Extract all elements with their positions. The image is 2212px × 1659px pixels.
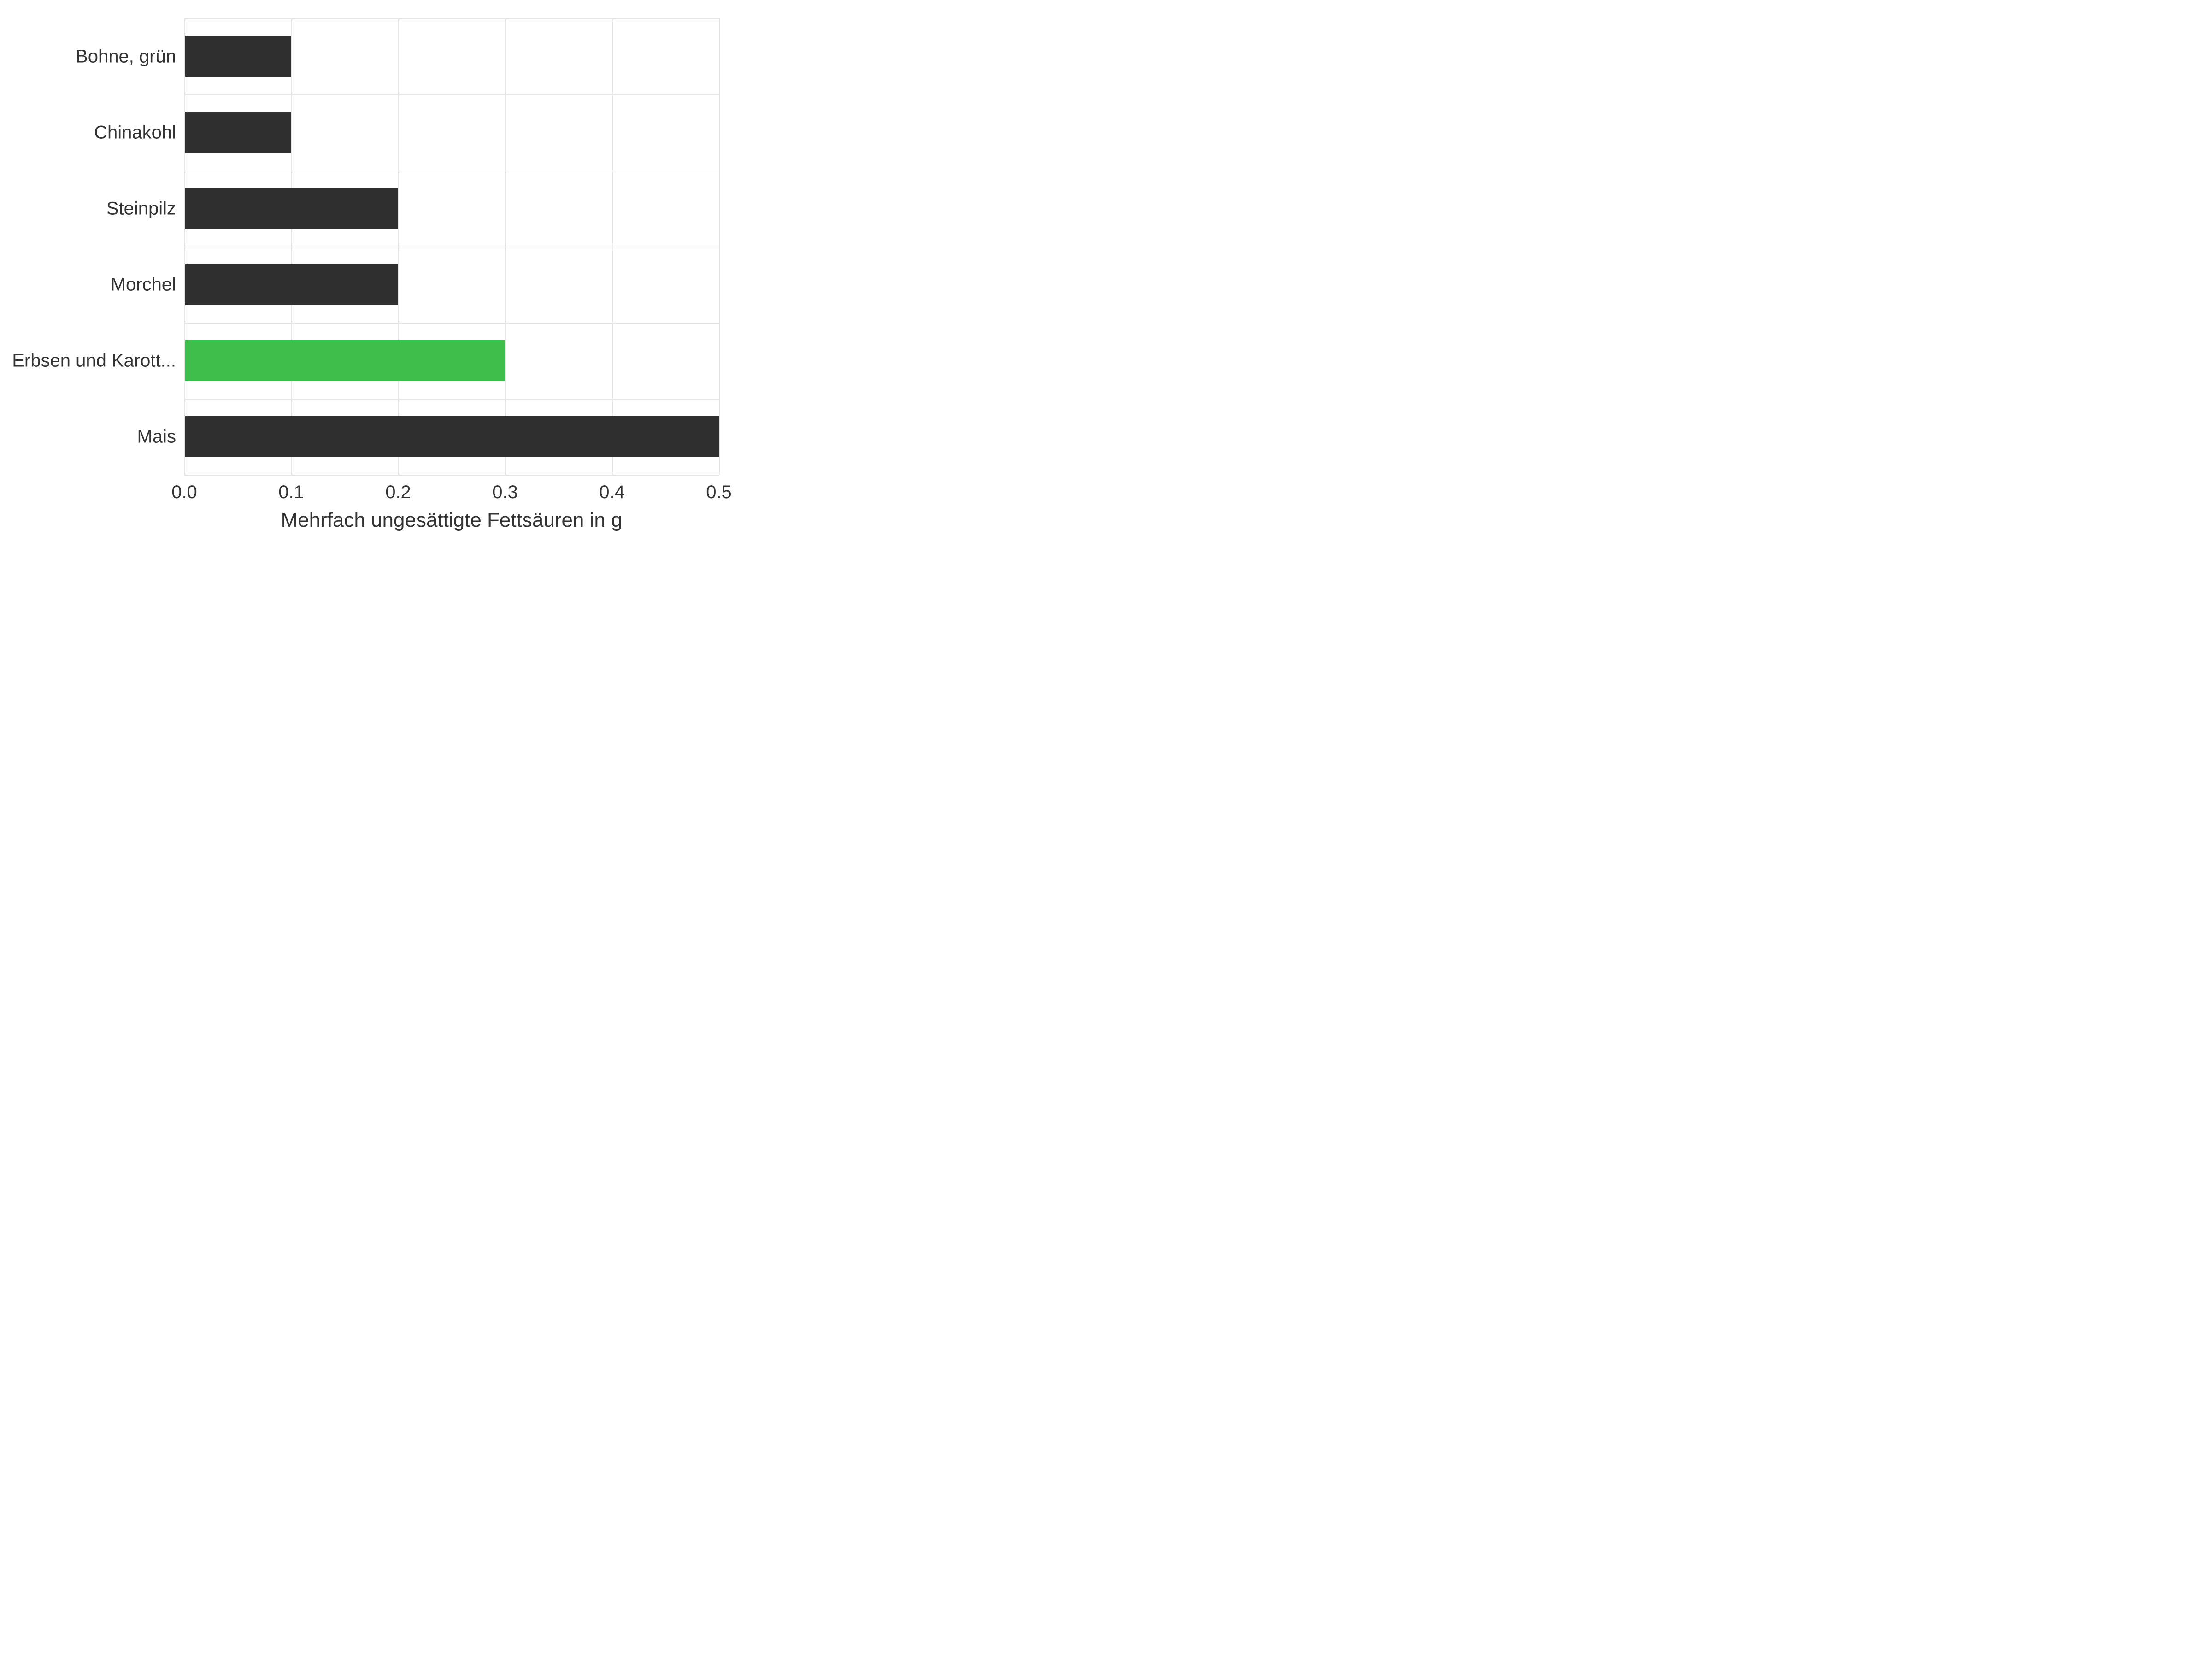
x-tick-label: 0.2 — [385, 482, 411, 503]
x-tick-label: 0.4 — [599, 482, 625, 503]
y-tick-label: Chinakohl — [94, 122, 176, 143]
bar — [184, 264, 398, 305]
bar — [184, 112, 291, 153]
bar — [184, 36, 291, 77]
y-tick-label: Morchel — [111, 274, 176, 295]
bar — [184, 188, 398, 229]
chart-container: Mehrfach ungesättigte Fettsäuren in g Bo… — [0, 0, 737, 553]
gridline-horizontal — [184, 18, 719, 19]
gridline-horizontal — [184, 94, 719, 95]
gridline-horizontal — [184, 323, 719, 324]
x-tick-label: 0.1 — [278, 482, 304, 503]
x-tick-label: 0.0 — [171, 482, 197, 503]
gridline-vertical — [719, 18, 720, 475]
x-tick-label: 0.5 — [706, 482, 732, 503]
gridline-horizontal — [184, 475, 719, 476]
y-tick-label: Steinpilz — [106, 198, 176, 219]
x-tick-label: 0.3 — [492, 482, 518, 503]
bar — [184, 416, 719, 457]
gridline-horizontal — [184, 399, 719, 400]
bar — [184, 340, 505, 381]
y-axis-line — [184, 18, 185, 475]
x-axis-title: Mehrfach ungesättigte Fettsäuren in g — [281, 509, 622, 532]
y-tick-label: Mais — [137, 426, 176, 447]
y-tick-label: Bohne, grün — [76, 46, 176, 67]
plot-area — [184, 18, 719, 475]
y-tick-label: Erbsen und Karott... — [12, 350, 176, 371]
